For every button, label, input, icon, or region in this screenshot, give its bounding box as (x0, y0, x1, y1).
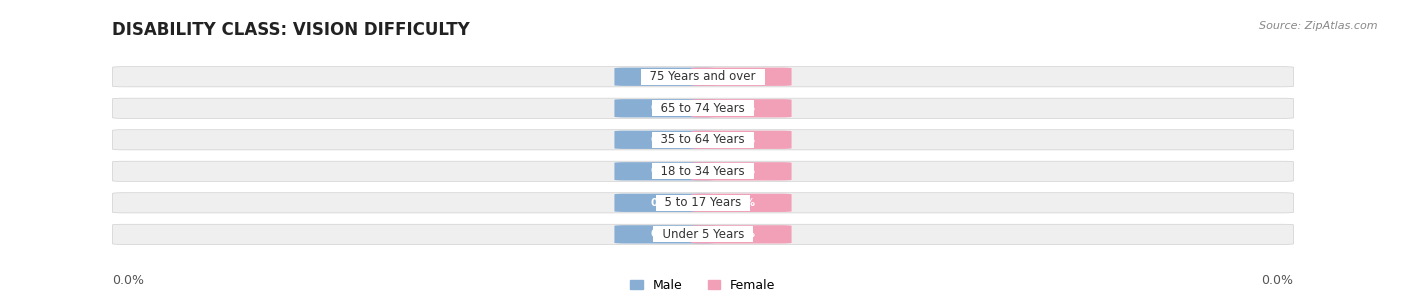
Text: 0.0%: 0.0% (650, 103, 679, 113)
Text: 0.0%: 0.0% (650, 72, 679, 82)
FancyBboxPatch shape (614, 99, 714, 117)
FancyBboxPatch shape (112, 98, 1294, 118)
FancyBboxPatch shape (112, 224, 1294, 244)
Text: 0.0%: 0.0% (1261, 274, 1294, 288)
FancyBboxPatch shape (614, 194, 714, 212)
FancyBboxPatch shape (112, 161, 1294, 181)
FancyBboxPatch shape (614, 131, 714, 149)
Text: 0.0%: 0.0% (727, 135, 756, 145)
Text: 0.0%: 0.0% (727, 198, 756, 208)
Text: 0.0%: 0.0% (112, 274, 145, 288)
Text: Under 5 Years: Under 5 Years (655, 228, 751, 241)
Text: 0.0%: 0.0% (727, 103, 756, 113)
Legend: Male, Female: Male, Female (626, 274, 780, 297)
Text: 0.0%: 0.0% (727, 166, 756, 176)
Text: 0.0%: 0.0% (650, 198, 679, 208)
FancyBboxPatch shape (112, 130, 1294, 150)
Text: 0.0%: 0.0% (727, 72, 756, 82)
Text: 5 to 17 Years: 5 to 17 Years (657, 196, 749, 209)
Text: 65 to 74 Years: 65 to 74 Years (654, 102, 752, 115)
Text: 0.0%: 0.0% (650, 135, 679, 145)
FancyBboxPatch shape (692, 131, 792, 149)
Text: 0.0%: 0.0% (650, 166, 679, 176)
Text: Source: ZipAtlas.com: Source: ZipAtlas.com (1260, 21, 1378, 31)
FancyBboxPatch shape (692, 162, 792, 181)
FancyBboxPatch shape (614, 162, 714, 181)
FancyBboxPatch shape (692, 99, 792, 117)
FancyBboxPatch shape (692, 68, 792, 86)
Text: 35 to 64 Years: 35 to 64 Years (654, 133, 752, 146)
FancyBboxPatch shape (614, 225, 714, 243)
Text: 0.0%: 0.0% (650, 229, 679, 239)
FancyBboxPatch shape (692, 225, 792, 243)
Text: 75 Years and over: 75 Years and over (643, 70, 763, 83)
FancyBboxPatch shape (112, 67, 1294, 87)
Text: 18 to 34 Years: 18 to 34 Years (654, 165, 752, 178)
FancyBboxPatch shape (112, 193, 1294, 213)
Text: 0.0%: 0.0% (727, 229, 756, 239)
Text: DISABILITY CLASS: VISION DIFFICULTY: DISABILITY CLASS: VISION DIFFICULTY (112, 21, 470, 39)
FancyBboxPatch shape (692, 194, 792, 212)
FancyBboxPatch shape (614, 68, 714, 86)
